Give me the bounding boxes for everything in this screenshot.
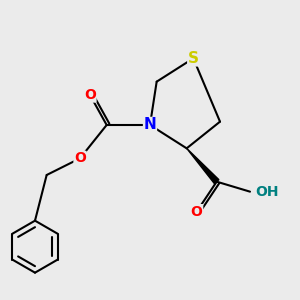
Text: O: O [74,151,86,165]
Text: N: N [144,118,156,133]
Text: OH: OH [255,185,278,199]
Text: O: O [191,205,203,219]
Text: S: S [188,51,199,66]
Text: O: O [84,88,96,102]
Polygon shape [187,148,219,184]
